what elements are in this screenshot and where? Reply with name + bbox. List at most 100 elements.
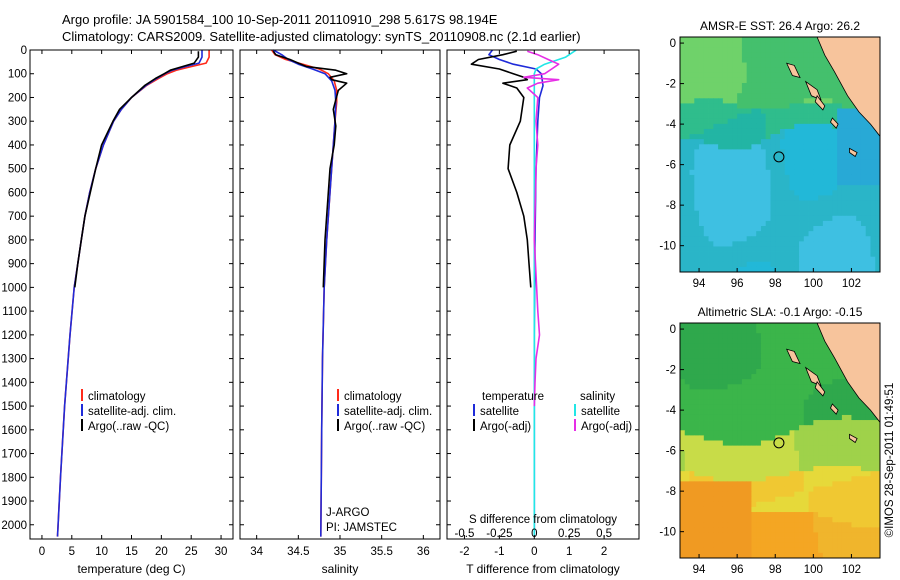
map-cell — [799, 246, 805, 252]
map-cell — [699, 506, 705, 513]
map-cell — [760, 185, 767, 191]
map-cell — [756, 527, 762, 533]
map-cell — [803, 374, 809, 380]
map-cell — [718, 98, 724, 104]
map-cell — [732, 506, 738, 513]
map-cell — [727, 118, 733, 125]
map-cell — [680, 72, 686, 79]
map-cell — [832, 455, 838, 462]
map-cell — [827, 348, 833, 355]
map-cell — [789, 445, 795, 452]
map-cell — [737, 93, 743, 99]
map-cell — [765, 185, 771, 191]
map-cell — [813, 486, 819, 492]
map-cell — [756, 98, 762, 104]
map-cell — [718, 205, 724, 212]
map-cell — [708, 200, 714, 206]
map-cell — [694, 169, 700, 176]
map-cell — [780, 496, 786, 503]
map-cell — [770, 404, 776, 411]
map-cell — [799, 154, 805, 161]
map-cell — [789, 159, 795, 166]
map-cell — [770, 374, 776, 380]
map-cell — [775, 154, 781, 161]
map-cell — [708, 108, 714, 115]
map-cell — [775, 363, 781, 370]
map-cell — [780, 389, 786, 395]
map-cell — [756, 425, 762, 431]
map-cell — [851, 103, 857, 109]
map-cell — [718, 231, 724, 237]
map-cell — [756, 37, 762, 43]
map-cell — [756, 241, 762, 247]
map-cell — [846, 389, 852, 395]
map-cell — [818, 118, 824, 125]
map-cell — [775, 57, 781, 63]
map-cell — [746, 368, 752, 375]
map-cell — [813, 190, 819, 196]
map-cell — [746, 430, 752, 436]
map-cell — [837, 420, 843, 426]
map-cell — [708, 491, 714, 498]
map-cell — [737, 430, 743, 436]
map-cell — [727, 42, 733, 48]
map-cell — [784, 328, 790, 334]
map-cell — [799, 501, 805, 508]
map-cell — [794, 552, 800, 559]
map-cell — [699, 527, 705, 533]
map-cell — [784, 266, 790, 273]
map-cell — [718, 491, 724, 498]
map-cell — [684, 144, 690, 150]
map-cell — [775, 486, 781, 492]
map-cell — [765, 486, 771, 492]
y-tick-label: 0 — [21, 45, 27, 57]
map-cell — [718, 128, 724, 135]
map-cell — [865, 149, 871, 155]
map-cell — [703, 134, 709, 140]
map-cell — [870, 512, 876, 518]
map-cell — [780, 552, 786, 559]
map-cell — [699, 368, 705, 375]
map-cell — [822, 144, 829, 150]
map-cell — [784, 512, 790, 518]
map-cell — [822, 210, 829, 217]
map-cell — [694, 343, 700, 349]
map-cell — [818, 128, 824, 135]
map-cell — [737, 379, 743, 385]
map-cell — [865, 180, 871, 186]
y-tick-label: 200 — [8, 92, 27, 104]
map-cell — [713, 333, 719, 339]
map-cell — [780, 52, 786, 58]
map-cell — [860, 261, 867, 268]
map-cell — [680, 215, 686, 222]
map-cell — [684, 363, 690, 370]
map-cell — [818, 72, 824, 79]
map-cell — [799, 471, 805, 477]
map-cell — [684, 384, 690, 390]
map-cell — [741, 103, 748, 109]
map-cell — [851, 542, 857, 549]
map-cell — [746, 471, 752, 477]
map-cell — [727, 338, 733, 344]
map-cell — [813, 67, 819, 74]
map-cell — [856, 517, 862, 523]
map-cell — [813, 108, 819, 115]
map-cell — [760, 353, 767, 360]
map-cell — [860, 501, 867, 508]
map-cell — [865, 471, 871, 477]
map-cell — [789, 113, 795, 120]
map-cell — [756, 164, 762, 171]
map-cell — [732, 409, 738, 416]
map-cell — [818, 496, 824, 503]
map-cell — [737, 471, 743, 477]
map-cell — [865, 251, 871, 258]
map-cell — [799, 210, 805, 217]
map-cell — [718, 180, 724, 186]
map-cell — [846, 491, 852, 498]
map-cell — [756, 522, 762, 528]
map-cell — [737, 368, 743, 375]
map-cell — [746, 88, 752, 94]
map-cell — [832, 394, 838, 401]
map-cell — [846, 476, 852, 482]
map-cell — [741, 409, 748, 416]
